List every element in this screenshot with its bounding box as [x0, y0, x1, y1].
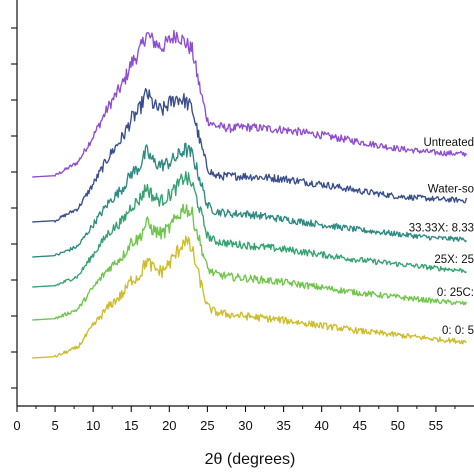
x-tick-label: 20 [162, 418, 176, 433]
x-tick-label: 15 [124, 418, 138, 433]
series-label: 0: 25C: [437, 287, 474, 299]
x-tick-label: 40 [314, 418, 328, 433]
x-tick-label: 0 [13, 418, 20, 433]
x-tick-label: 35 [276, 418, 290, 433]
series-line [32, 171, 467, 288]
series-label: 33.33X: 8.33 [409, 222, 474, 234]
x-tick-label: 25 [200, 418, 214, 433]
x-axis-title: 2θ (degrees) [205, 451, 296, 468]
x-tick-label: 45 [353, 418, 367, 433]
x-tick-label: 50 [391, 418, 405, 433]
x-tick-label: 5 [51, 418, 58, 433]
plot-area: Untreated Water-so 33.33X: 8.33 25X: 25 0: 2… [32, 29, 474, 359]
series-label: Water-so [428, 183, 474, 195]
series-line [32, 29, 467, 178]
x-tick-label: 55 [429, 418, 443, 433]
x-tick-label: 30 [238, 418, 252, 433]
series-line [32, 203, 468, 321]
series-label: 25X: 25 [434, 254, 474, 266]
series-line [32, 87, 468, 223]
x-tick-label: 10 [86, 418, 100, 433]
axes: 0 5 10 15 20 25 30 35 40 45 50 55 [11, 0, 474, 433]
series-line [32, 235, 467, 359]
series-line [32, 142, 467, 258]
series-label: 0: 0: 5 [442, 325, 474, 337]
series-label: Untreated [423, 137, 474, 149]
